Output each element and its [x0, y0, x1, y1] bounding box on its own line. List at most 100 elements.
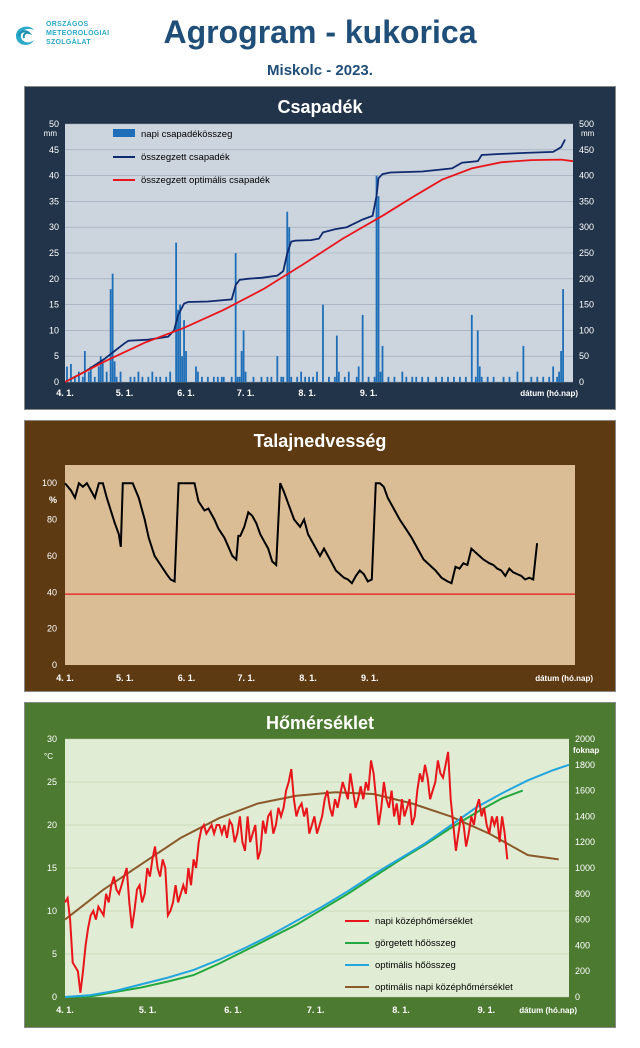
precip-bar	[87, 371, 90, 382]
precipitation-panel: Csapadék 0 5 10 15 20 25 30 35 40 45 50 0 50 100 150 20…	[24, 86, 616, 410]
precipitation-title: Csapadék	[277, 97, 363, 117]
y-tick-right: 1400	[575, 811, 595, 821]
precip-bar	[355, 376, 358, 382]
precip-bar	[337, 371, 340, 382]
legend-label: görgetett hőösszeg	[375, 938, 456, 949]
precip-bar	[415, 376, 418, 382]
x-tick: 7. 1.	[238, 673, 256, 683]
logo-swirl-icon	[16, 26, 34, 45]
precip-bar	[266, 376, 269, 382]
precip-bar	[141, 376, 144, 382]
precip-bar	[480, 376, 483, 382]
y-tick-right: 250	[579, 248, 594, 258]
precip-bar	[421, 376, 424, 382]
plot-area	[65, 465, 575, 665]
y-tick-right: 2000	[575, 734, 595, 744]
precip-bar	[492, 376, 495, 382]
precip-bar	[502, 376, 505, 382]
precip-bar	[97, 366, 100, 382]
legend-label: napi középhőmérséklet	[375, 916, 473, 927]
precip-bar	[113, 361, 116, 382]
precip-bar	[201, 376, 203, 382]
precip-bar	[282, 376, 285, 382]
y-tick-left: 35	[49, 196, 59, 206]
y-tick: 20	[47, 624, 57, 634]
precip-bar	[560, 351, 562, 382]
y-tick-left: 30	[47, 734, 57, 744]
x-tick: 4. 1.	[56, 1005, 74, 1015]
temperature-chart: 0 5 10 15 20 25 30 0 200 400 600 800 1000 1200 1400 160…	[44, 734, 599, 1015]
precip-bar	[270, 376, 273, 382]
y-tick-left: 5	[52, 949, 57, 959]
precip-bar	[177, 309, 180, 382]
y-tick-right: 1600	[575, 786, 595, 796]
precip-bar	[147, 376, 150, 382]
y-tick-right: 1800	[575, 760, 595, 770]
precip-bar	[393, 376, 396, 382]
legend-label: optimális hőösszeg	[375, 960, 456, 971]
page-subtitle: Miskolc - 2023.	[267, 62, 373, 79]
precip-bar	[312, 376, 314, 382]
precip-bar	[453, 376, 455, 382]
y-tick-right: 1200	[575, 837, 595, 847]
logo-line-1: ORSZÁGOS	[46, 21, 89, 28]
y-unit: %	[49, 495, 57, 505]
x-tick: 4. 1.	[56, 673, 74, 683]
x-tick: 6. 1.	[224, 1005, 242, 1015]
precip-bar	[197, 371, 199, 382]
x-tick: 5. 1.	[116, 388, 134, 398]
precip-bar	[542, 376, 545, 382]
logo-line-2: METEOROLÓGIAI	[46, 30, 110, 37]
x-axis-label: dátum (hó.nap)	[535, 674, 593, 683]
cumulative-precip-line	[64, 139, 566, 383]
precip-bar	[244, 371, 247, 382]
precip-bar	[115, 376, 118, 382]
precip-bar	[328, 376, 330, 382]
precip-bar	[260, 376, 263, 382]
y-unit-left: mm	[44, 129, 58, 138]
y-tick-right: 50	[579, 351, 589, 361]
y-tick-left: 5	[54, 351, 59, 361]
precip-bar	[361, 314, 364, 382]
precip-bar	[290, 376, 293, 382]
precip-bar	[230, 376, 233, 382]
y-tick-right: 350	[579, 196, 594, 206]
temperature-title: Hőmérséklet	[265, 713, 375, 733]
precip-bar	[181, 356, 183, 382]
precip-bar	[411, 376, 414, 382]
x-tick: 7. 1.	[307, 1005, 325, 1015]
precip-bar	[99, 356, 102, 382]
x-tick: 7. 1.	[237, 388, 255, 398]
precip-bar	[74, 376, 76, 382]
precip-bar	[183, 320, 185, 382]
x-tick: 8. 1.	[298, 388, 316, 398]
y-tick-left: 15	[47, 863, 57, 873]
precip-bar	[234, 253, 237, 382]
precip-bar	[548, 376, 551, 382]
x-tick: 5. 1.	[139, 1005, 157, 1015]
precip-bar	[89, 366, 92, 382]
precip-bar	[105, 371, 108, 382]
soil-moisture-line	[64, 481, 539, 585]
optimal-cumulative-precip-line	[64, 158, 574, 383]
y-tick: 60	[47, 551, 57, 561]
y-tick-left: 25	[49, 248, 59, 258]
x-tick: 9. 1.	[360, 388, 378, 398]
y-tick-left: 10	[47, 906, 57, 916]
y-tick-right: 400	[579, 171, 594, 181]
y-tick-right: 200	[579, 274, 594, 284]
precip-bar	[77, 371, 80, 382]
precip-bar	[381, 345, 384, 382]
y-tick-right: 0	[575, 992, 580, 1002]
precip-bar	[220, 376, 223, 382]
precip-bar	[536, 376, 539, 382]
y-tick-right: 0	[579, 377, 584, 387]
y-tick-right: 1000	[575, 863, 595, 873]
y-tick-left: 0	[52, 992, 57, 1002]
precip-bar	[179, 304, 181, 382]
x-tick: 6. 1.	[178, 673, 196, 683]
precip-bar	[405, 376, 408, 382]
y-tick: 40	[47, 587, 57, 597]
precip-bar	[478, 366, 481, 382]
precip-bar	[474, 376, 477, 382]
